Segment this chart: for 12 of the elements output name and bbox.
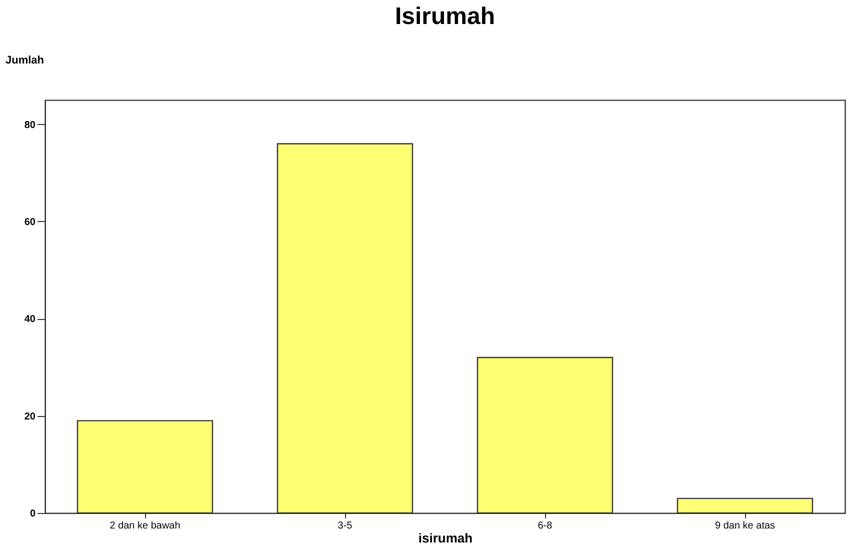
y-tick-label: 0 xyxy=(30,508,36,520)
y-tick-label: 20 xyxy=(24,411,36,422)
chart-title: Isirumah xyxy=(394,3,496,30)
x-axis-title: isirumah xyxy=(418,530,473,546)
x-tick-label: 2 dan ke bawah xyxy=(110,520,180,532)
y-tick-label: 80 xyxy=(24,120,36,131)
x-tick-label: 6-8 xyxy=(538,520,553,532)
x-tick-label: 3-5 xyxy=(338,520,353,532)
x-tick-label: 9 dan ke atas xyxy=(714,520,776,532)
y-tick-label: 60 xyxy=(24,216,36,228)
y-tick-label: 40 xyxy=(24,314,36,326)
y-axis-title: Jumlah xyxy=(6,54,44,66)
